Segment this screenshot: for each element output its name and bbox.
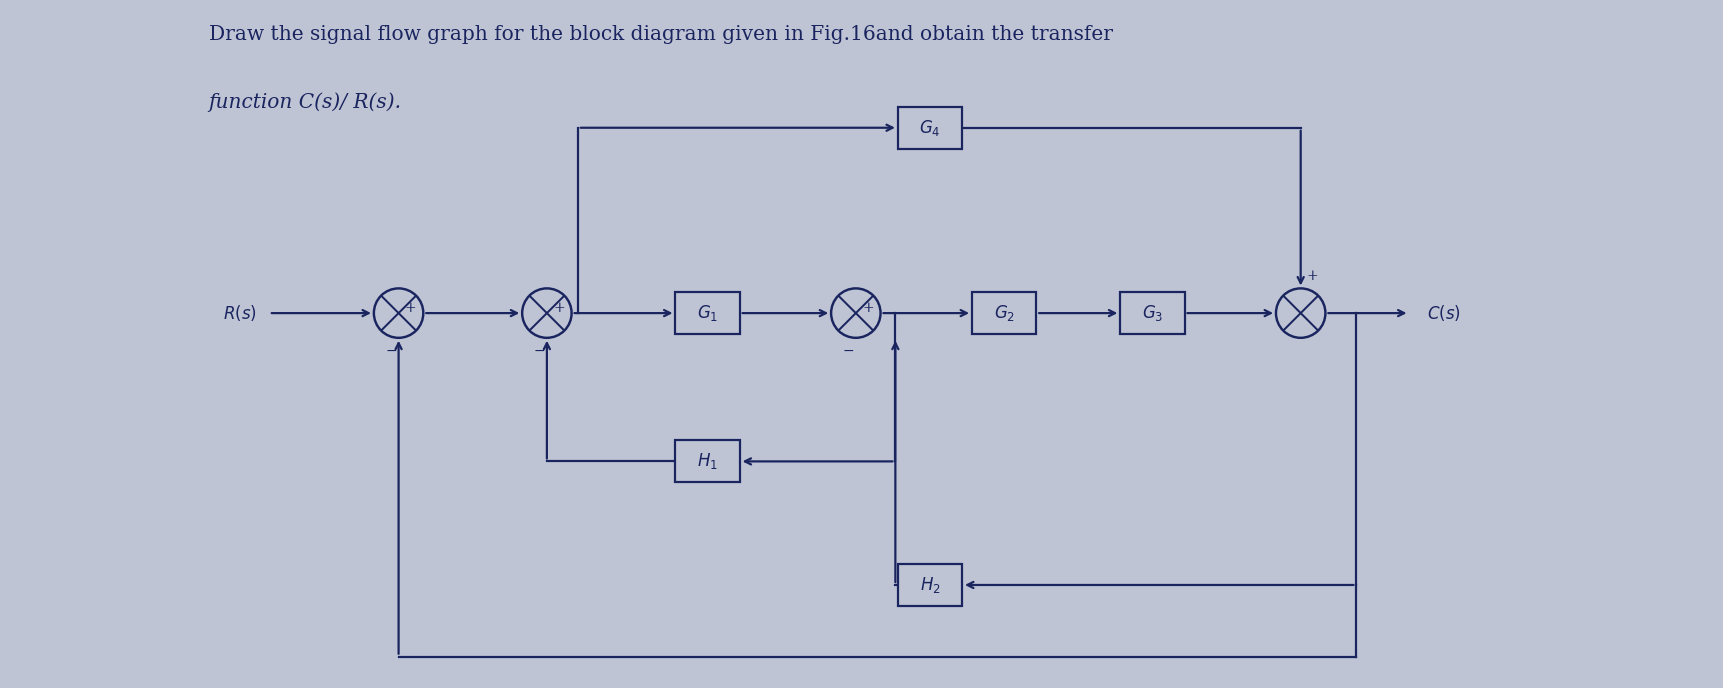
Text: $R(s)$: $R(s)$ [222, 303, 257, 323]
Text: +: + [405, 301, 417, 315]
Circle shape [830, 288, 880, 338]
FancyBboxPatch shape [898, 107, 961, 149]
Text: −: − [386, 344, 396, 358]
FancyBboxPatch shape [1120, 292, 1184, 334]
Text: Draw the signal flow graph for the block diagram given in Fig.16and obtain the t: Draw the signal flow graph for the block… [208, 25, 1111, 43]
Text: function C(s)/ R(s).: function C(s)/ R(s). [208, 92, 401, 112]
FancyBboxPatch shape [675, 292, 739, 334]
Circle shape [1275, 288, 1325, 338]
Text: $G_1$: $G_1$ [696, 303, 718, 323]
Text: −: − [534, 344, 544, 358]
Text: $G_4$: $G_4$ [918, 118, 941, 138]
FancyBboxPatch shape [898, 564, 961, 606]
FancyBboxPatch shape [972, 292, 1036, 334]
FancyBboxPatch shape [675, 440, 739, 482]
Circle shape [522, 288, 572, 338]
Circle shape [374, 288, 424, 338]
Text: +: + [1306, 270, 1318, 283]
Text: −: − [843, 344, 853, 358]
Text: $G_3$: $G_3$ [1141, 303, 1163, 323]
Text: $H_1$: $H_1$ [696, 451, 717, 471]
Text: $G_2$: $G_2$ [992, 303, 1015, 323]
Text: +: + [862, 301, 874, 315]
Text: $C(s)$: $C(s)$ [1427, 303, 1459, 323]
Text: $H_2$: $H_2$ [918, 575, 939, 595]
Text: +: + [553, 301, 565, 315]
